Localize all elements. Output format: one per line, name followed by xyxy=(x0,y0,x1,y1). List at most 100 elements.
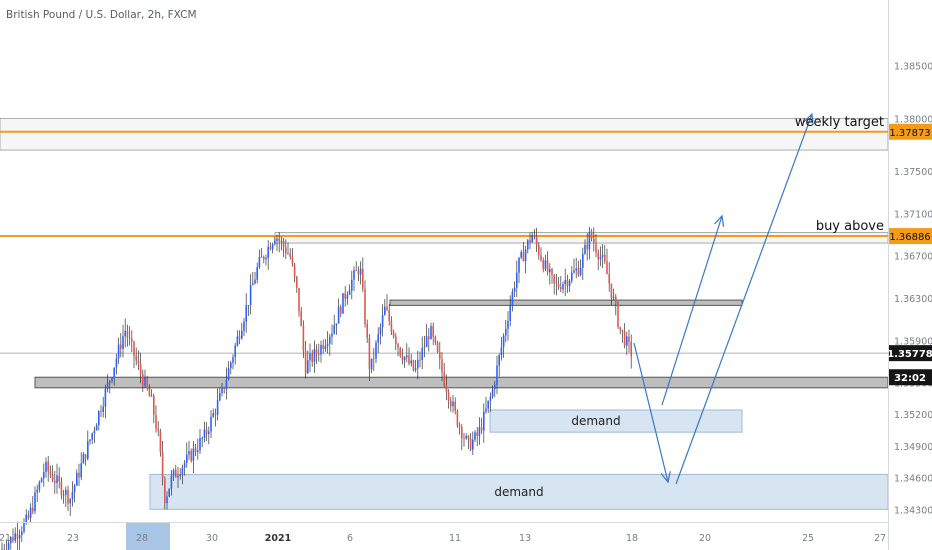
candle-down xyxy=(100,411,102,412)
candle-up xyxy=(109,380,111,383)
price-axis[interactable]: 1.343001.346001.349001.352001.355001.359… xyxy=(888,0,932,550)
candle-down xyxy=(131,338,133,342)
candle-up xyxy=(571,272,573,281)
price-tag-label: 1.35778 xyxy=(887,349,932,360)
candle-up xyxy=(256,267,258,280)
candle-down xyxy=(533,235,536,237)
time-tick-label: 6 xyxy=(347,533,353,544)
candle-up xyxy=(87,441,89,459)
candle-up xyxy=(236,336,239,346)
candle-down xyxy=(155,414,157,429)
time-axis[interactable]: 21 23 28 30 2021 6 11 13 18 20 25 27 xyxy=(0,522,888,550)
candle-down xyxy=(137,360,140,364)
candle-up xyxy=(210,416,212,432)
candle-down xyxy=(606,261,608,275)
candle-up xyxy=(377,334,379,343)
projection-arrow-down xyxy=(633,342,669,483)
candle-up xyxy=(599,256,602,260)
candle-down xyxy=(621,329,624,332)
candle-up xyxy=(80,463,82,478)
candle-up xyxy=(45,461,47,473)
candle-down xyxy=(366,323,368,338)
price-tick-label: 1.36300 xyxy=(894,294,932,305)
candle-down xyxy=(577,268,580,275)
candle-up xyxy=(626,336,628,346)
candle-up xyxy=(166,496,168,504)
candle-down xyxy=(630,341,632,357)
demand-zone-label: demand xyxy=(494,485,543,499)
candle-down xyxy=(461,426,463,439)
candle-down xyxy=(608,274,610,284)
candle-up xyxy=(73,485,76,493)
candle-down xyxy=(529,240,531,243)
candle-down xyxy=(373,358,375,360)
candle-up xyxy=(307,360,309,374)
candle-down xyxy=(597,252,599,260)
candle-down xyxy=(120,344,122,349)
time-tick-label: 30 xyxy=(206,533,218,544)
candle-down xyxy=(291,256,294,265)
candle-down xyxy=(285,247,287,254)
candle-up xyxy=(520,252,522,258)
candle-up xyxy=(346,294,349,299)
candle-up xyxy=(225,379,228,390)
candle-down xyxy=(128,337,131,339)
candle-up xyxy=(513,287,516,292)
candle-up xyxy=(527,240,529,250)
candle-up xyxy=(579,267,582,275)
candle-down xyxy=(538,245,540,256)
time-tick-label: 13 xyxy=(519,533,531,544)
candle-up xyxy=(359,268,362,275)
price-tick-label: 1.34900 xyxy=(894,442,932,453)
price-tick-label: 1.38000 xyxy=(894,114,932,125)
candle-down xyxy=(16,533,19,539)
candle-down xyxy=(318,353,320,355)
candle-up xyxy=(247,305,250,306)
buy-above-label: buy above xyxy=(816,219,884,234)
candle-up xyxy=(509,305,511,321)
candle-up xyxy=(370,358,373,370)
candle-down xyxy=(432,326,434,337)
candle-down xyxy=(362,268,364,289)
candle-down xyxy=(54,480,56,483)
candle-down xyxy=(344,293,346,299)
candle-down xyxy=(595,243,597,253)
candle-up xyxy=(234,345,236,358)
candle-down xyxy=(148,388,151,397)
candle-up xyxy=(254,279,256,284)
candle-up xyxy=(421,347,423,361)
candle-up xyxy=(494,384,496,390)
candle-up xyxy=(485,408,487,412)
candle-up xyxy=(483,411,485,431)
demand-zone xyxy=(149,473,889,510)
time-tick-label: 2021 xyxy=(265,533,291,544)
projection-arrow-up-buy xyxy=(661,215,723,406)
candle-up xyxy=(353,270,355,280)
candle-up xyxy=(584,244,586,254)
candle-down xyxy=(47,461,49,472)
candle-down xyxy=(412,360,415,370)
candle-up xyxy=(320,344,322,355)
candle-up xyxy=(406,355,408,358)
time-axis-highlight xyxy=(126,523,170,550)
candle-up xyxy=(95,425,98,431)
candle-down xyxy=(553,274,555,284)
candle-up xyxy=(505,328,507,336)
candle-up xyxy=(575,268,577,271)
candle-down xyxy=(560,287,562,290)
candle-down xyxy=(311,353,313,362)
candle-down xyxy=(278,238,280,242)
price-tag-box xyxy=(889,345,932,362)
price-tag-box xyxy=(889,228,932,245)
candle-up xyxy=(588,231,591,250)
candle-up xyxy=(375,342,377,359)
candle-up xyxy=(7,543,10,550)
candle-up xyxy=(478,427,481,437)
time-tick-label: 21 xyxy=(0,533,11,544)
candle-down xyxy=(399,347,401,356)
price-tick-label: 1.36700 xyxy=(894,252,932,263)
candle-down xyxy=(126,330,129,338)
candle-up xyxy=(410,360,412,364)
projection-arrow-down-head xyxy=(660,471,671,484)
